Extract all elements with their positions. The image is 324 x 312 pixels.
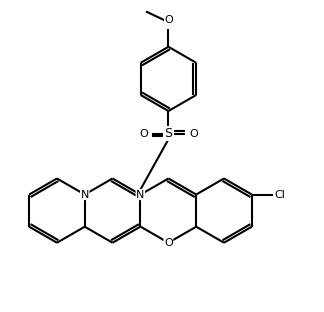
Text: S: S [164, 127, 172, 140]
Text: O: O [164, 238, 173, 248]
Text: N: N [136, 190, 145, 200]
Text: O: O [164, 15, 173, 25]
Text: O: O [189, 129, 198, 139]
Text: O: O [139, 129, 148, 139]
Text: N: N [81, 190, 89, 200]
Text: Cl: Cl [274, 190, 285, 200]
